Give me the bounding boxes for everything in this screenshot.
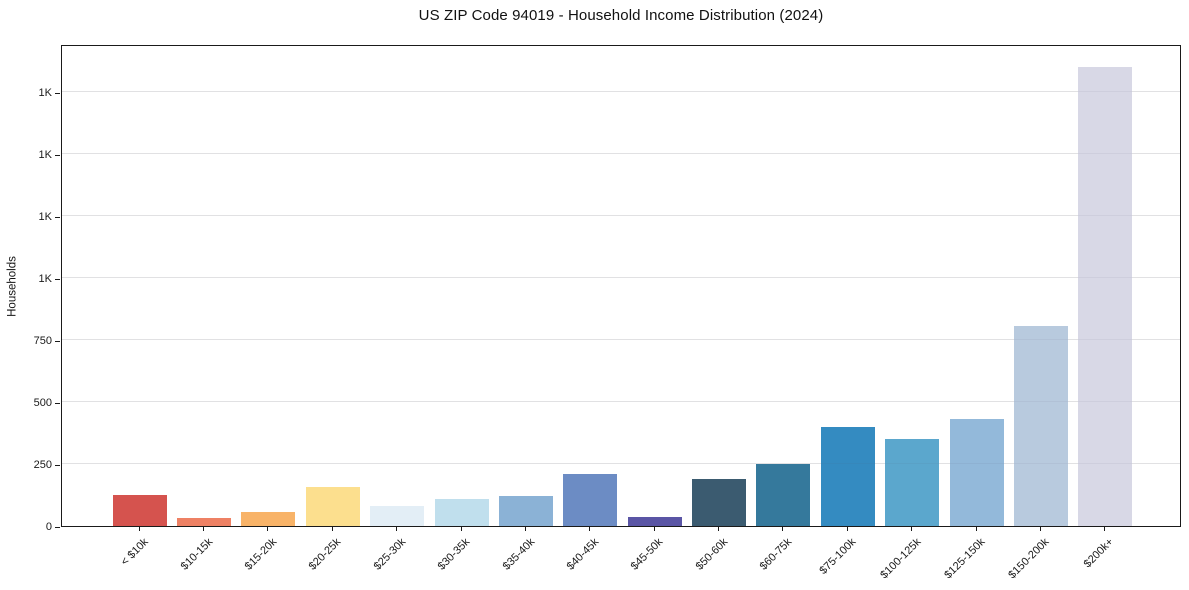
x-tick (460, 527, 462, 531)
x-tick (396, 527, 398, 531)
gridline (62, 152, 1180, 154)
x-tick-label: $50-60k (693, 536, 730, 573)
gridline (62, 400, 1180, 402)
bar-$25-30k (370, 506, 425, 526)
x-tick (653, 527, 655, 531)
x-tick-label: $200k+ (1082, 536, 1117, 571)
y-tick (55, 402, 60, 404)
bar-$150-200k (1013, 325, 1068, 526)
chart-title: US ZIP Code 94019 - Household Income Dis… (418, 7, 824, 24)
x-tick (589, 527, 591, 531)
x-tick (267, 527, 269, 531)
bar-$30-35k (434, 499, 489, 526)
y-axis-title: Households (6, 256, 19, 317)
gridline (62, 90, 1180, 92)
x-tick-label: $100-125k (877, 536, 924, 582)
y-tick-label: 1K (38, 210, 52, 223)
x-tick (975, 527, 977, 531)
x-tick-label: $75-100k (817, 536, 859, 577)
y-tick (55, 340, 60, 342)
x-tick-label: $15-20k (242, 536, 280, 573)
x-tick (782, 527, 784, 531)
bar-$10-15k (177, 518, 231, 526)
bar-$50-60k (692, 479, 746, 526)
bar-$75-100k (820, 426, 875, 526)
bar-$45-50k (627, 516, 682, 526)
x-tick-label: $35-40k (500, 536, 537, 573)
x-tick-label: $60-75k (757, 536, 795, 573)
x-tick (718, 527, 719, 531)
plot-area (61, 45, 1181, 527)
bar-$35-40k (498, 495, 553, 526)
y-tick-label: 1K (38, 148, 52, 161)
gridline (62, 338, 1180, 340)
bar-< $10k (112, 494, 167, 526)
bar-$100-125k (885, 439, 940, 526)
bar-$15-20k (241, 511, 296, 526)
x-tick-label: $125-150k (942, 536, 988, 582)
y-tick-label: 750 (33, 334, 52, 347)
gridline (62, 152, 1180, 154)
y-tick (55, 527, 60, 528)
x-tick-label: $25-30k (371, 536, 409, 573)
x-tick (1039, 527, 1041, 531)
y-tick-label: 0 (45, 521, 52, 533)
y-tick-label: 1K (38, 86, 52, 99)
x-tick (846, 527, 848, 531)
y-tick-label: 250 (33, 459, 52, 471)
gridline (62, 90, 1180, 92)
y-tick (55, 216, 60, 218)
x-tick (331, 527, 333, 531)
gridline (62, 338, 1180, 340)
x-tick (203, 527, 204, 531)
x-tick-label: $30-35k (435, 536, 473, 573)
x-tick (138, 527, 140, 531)
x-tick-label: $10-15k (178, 536, 215, 573)
gridline (62, 400, 1180, 402)
gridline (62, 463, 1180, 464)
gridline (62, 214, 1180, 216)
gridline (62, 276, 1180, 278)
x-tick-label: $20-25k (307, 536, 344, 573)
x-tick-label: $45-50k (628, 536, 666, 573)
x-tick (1104, 527, 1106, 531)
x-tick (524, 527, 526, 531)
x-tick-label: $150-200k (1006, 536, 1052, 582)
gridline (62, 276, 1180, 278)
y-tick (55, 278, 60, 280)
y-tick (55, 92, 60, 94)
gridline (62, 214, 1180, 216)
y-tick (55, 154, 60, 156)
bar-$125-150k (949, 419, 1004, 526)
gridline (62, 463, 1180, 464)
y-tick (55, 465, 60, 466)
bar-$60-75k (756, 464, 811, 526)
bar-$40-45k (563, 474, 618, 526)
bar-$200k+ (1078, 66, 1133, 526)
x-tick (911, 527, 913, 531)
x-tick-label: < $10k (118, 536, 151, 569)
y-tick-label: 1K (38, 272, 52, 285)
x-tick-label: $40-45k (564, 536, 602, 573)
y-tick-label: 500 (33, 396, 52, 409)
bar-$20-25k (305, 487, 360, 526)
